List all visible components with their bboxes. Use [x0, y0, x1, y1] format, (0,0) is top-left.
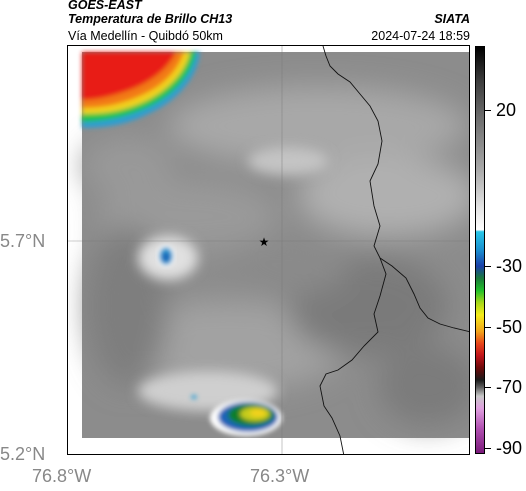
satellite-map[interactable]: ★ [67, 45, 470, 455]
agency-label: SIATA [434, 12, 470, 26]
country-border [319, 46, 469, 454]
datetime-label: 2024-07-24 18:59 [371, 29, 470, 43]
lon-tick-76.8: 76.8°W [32, 466, 92, 486]
lat-tick-5.7: 5.7°N [0, 231, 46, 251]
colorbar-label-20: 20 [496, 100, 517, 120]
route-marker: ★ [259, 235, 270, 249]
map-canvas: ★ [68, 46, 469, 454]
grid-lines [68, 46, 469, 454]
colorbar-tick-20 [485, 110, 491, 111]
title-satellite: GOES-EAST [68, 0, 142, 12]
colorbar-label--30: -30 [496, 256, 523, 276]
colorbar-tick--50 [485, 327, 491, 328]
storm-cell-northwest [82, 52, 200, 128]
colorbar-label--90: -90 [496, 438, 523, 458]
subtitle-route: Vía Medellín - Quibdó 50km [68, 29, 223, 43]
lon-tick-76.3: 76.3°W [250, 466, 310, 486]
lat-tick-5.2: 5.2°N [0, 444, 46, 464]
colorbar-label--70: -70 [496, 377, 523, 397]
colorbar-label--50: -50 [496, 317, 523, 337]
title-product: Temperatura de Brillo CH13 [68, 12, 233, 26]
star-marker-icon: ★ [259, 235, 270, 249]
colorbar-tick--70 [485, 387, 491, 388]
colorbar [475, 46, 485, 454]
colorbar-tick--90 [485, 448, 491, 449]
storm-cell-small [157, 245, 175, 267]
colorbar-tick--30 [485, 266, 491, 267]
storm-cell-south [191, 395, 282, 436]
